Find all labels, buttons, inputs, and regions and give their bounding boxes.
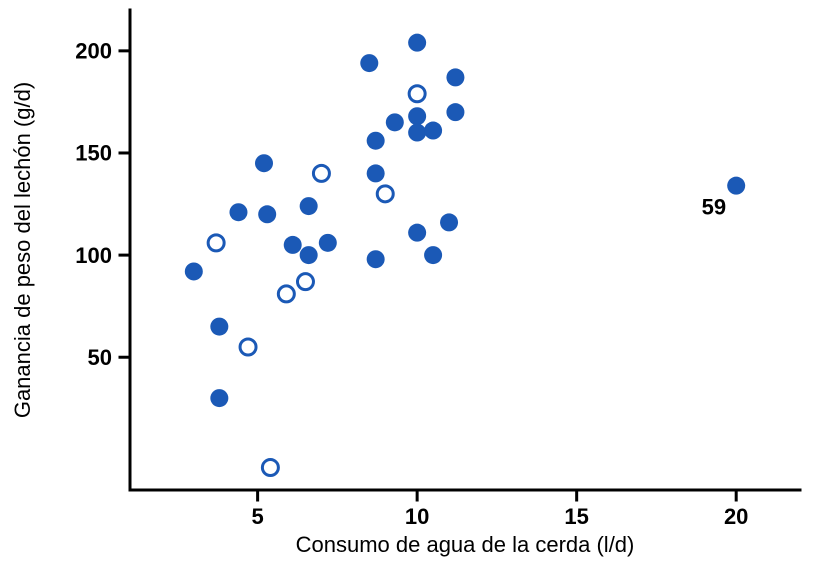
data-point-filled — [424, 246, 442, 264]
data-point-filled — [367, 132, 385, 150]
data-point-filled — [446, 103, 464, 121]
x-tick-label: 5 — [251, 504, 263, 529]
data-point-open — [297, 274, 313, 290]
data-point-open — [278, 286, 294, 302]
data-point-filled — [210, 389, 228, 407]
x-tick-label: 15 — [564, 504, 588, 529]
data-point-filled — [408, 124, 426, 142]
data-point-filled — [727, 177, 745, 195]
data-point-filled — [210, 318, 228, 336]
y-tick-label: 50 — [88, 345, 112, 370]
chart-svg: 5 10 15 20 50 100 150 200 Consumo de agua de la … — [0, 0, 820, 574]
y-tick-label: 200 — [75, 39, 112, 64]
x-axis-title: Consumo de agua de la cerda (l/d) — [296, 532, 635, 557]
y-tick-label: 150 — [75, 141, 112, 166]
data-point-open — [208, 235, 224, 251]
data-point-open — [240, 339, 256, 355]
chart-background — [0, 0, 820, 574]
data-point-filled — [408, 224, 426, 242]
data-point-filled — [424, 122, 442, 140]
y-axis-title: Ganancia de peso del lechón (g/d) — [10, 82, 35, 418]
annotation-label: 59 — [702, 194, 726, 219]
x-tick-label: 20 — [724, 504, 748, 529]
data-point-filled — [319, 234, 337, 252]
data-point-open — [409, 86, 425, 102]
scatter-chart: 5 10 15 20 50 100 150 200 Consumo de agua de la … — [0, 0, 820, 574]
data-point-open — [262, 460, 278, 476]
data-point-filled — [408, 107, 426, 125]
data-point-filled — [255, 154, 273, 172]
data-point-filled — [440, 213, 458, 231]
data-point-filled — [300, 246, 318, 264]
x-tick-label: 10 — [405, 504, 429, 529]
data-point-filled — [386, 113, 404, 131]
data-point-filled — [258, 205, 276, 223]
data-point-filled — [360, 54, 378, 72]
data-point-filled — [229, 203, 247, 221]
data-point-filled — [284, 236, 302, 254]
y-tick-label: 100 — [75, 243, 112, 268]
data-point-filled — [446, 68, 464, 86]
data-point-filled — [367, 250, 385, 268]
data-point-filled — [367, 164, 385, 182]
data-point-open — [377, 186, 393, 202]
data-point-filled — [185, 262, 203, 280]
data-point-filled — [300, 197, 318, 215]
data-point-filled — [408, 34, 426, 52]
data-point-open — [313, 165, 329, 181]
